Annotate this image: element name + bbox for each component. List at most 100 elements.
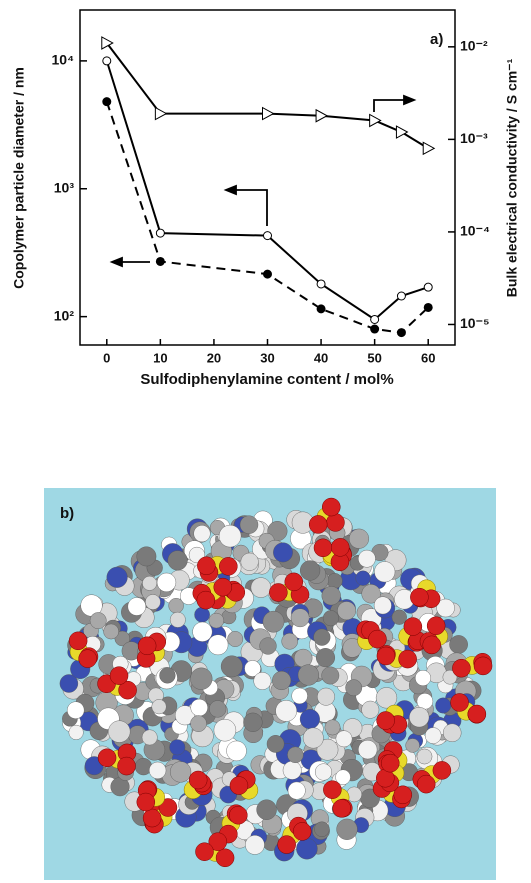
atom — [281, 632, 299, 650]
atom — [405, 738, 420, 753]
atom — [315, 763, 333, 781]
atom — [321, 586, 341, 606]
arrow-head — [403, 94, 417, 106]
oxygen-atom — [68, 631, 88, 651]
arrow — [232, 189, 268, 226]
atom — [127, 597, 147, 616]
atom — [424, 727, 442, 744]
atom — [321, 666, 340, 685]
atom — [361, 700, 380, 719]
atom — [193, 525, 211, 543]
oxygen-atom — [284, 572, 304, 592]
y-tick-label: 10³ — [54, 179, 75, 195]
oxygen-atom — [432, 761, 452, 780]
arrow — [373, 99, 408, 112]
panel-label: a) — [430, 31, 443, 48]
atom — [317, 687, 335, 706]
marker — [369, 113, 382, 128]
oxygen-atom — [136, 792, 156, 812]
marker — [155, 228, 165, 238]
atom — [168, 597, 184, 614]
oxygen-atom — [416, 774, 436, 794]
atom — [169, 611, 186, 628]
atom — [287, 781, 306, 800]
atom — [300, 560, 321, 581]
oxygen-atom — [308, 515, 328, 534]
atom — [227, 631, 244, 647]
atom — [275, 700, 298, 722]
atom — [262, 610, 285, 633]
atom — [190, 667, 213, 690]
atom — [373, 596, 392, 615]
y-tick-label: 10⁴ — [52, 52, 75, 68]
oxygen-atom — [410, 587, 429, 607]
arrow-head — [223, 184, 237, 196]
oxygen-atom — [368, 629, 387, 649]
oxygen-atom — [313, 538, 333, 558]
x-tick-label: 30 — [260, 350, 274, 365]
oxygen-atom — [277, 835, 296, 854]
marker — [316, 304, 326, 314]
atom — [145, 594, 161, 610]
atom — [313, 628, 331, 646]
marker — [263, 231, 272, 241]
atom — [259, 637, 277, 655]
atom — [213, 719, 237, 742]
marker — [154, 106, 168, 121]
atom — [220, 655, 243, 678]
atom — [239, 515, 259, 534]
oxygen-atom — [376, 711, 395, 730]
x-tick-label: 40 — [314, 350, 328, 365]
oxygen-atom — [393, 785, 413, 805]
atom — [226, 740, 247, 762]
marker — [423, 282, 433, 292]
oxygen-atom — [158, 798, 178, 817]
atom — [170, 761, 192, 783]
oxygen-atom — [322, 497, 341, 517]
atom — [316, 648, 336, 668]
oxygen-atom — [118, 680, 137, 700]
atom — [209, 700, 227, 718]
atom — [358, 549, 376, 568]
y2-tick-label: 10⁻² — [460, 38, 488, 54]
y-tick-label: 10² — [54, 307, 75, 323]
atom — [361, 584, 381, 604]
oxygen-atom — [467, 704, 487, 724]
oxygen-atom — [323, 780, 342, 799]
oxygen-atom — [137, 636, 157, 656]
atom — [243, 712, 263, 732]
y2-axis-label: Bulk electrical conductivity / S cm⁻¹ — [504, 58, 520, 297]
oxygen-atom — [450, 693, 469, 712]
x-axis-label: Sulfodiphenylamine content / mol% — [140, 371, 393, 388]
oxygen-atom — [213, 577, 233, 597]
marker — [422, 141, 436, 156]
atom — [349, 528, 370, 549]
oxygen-atom — [97, 748, 117, 768]
atom — [151, 699, 167, 715]
marker — [155, 256, 165, 266]
atom — [114, 630, 131, 647]
atom — [442, 669, 458, 685]
atom — [253, 672, 272, 690]
marker — [423, 302, 433, 312]
atom — [136, 546, 157, 567]
atom — [296, 838, 318, 860]
atom — [190, 698, 208, 717]
atom — [190, 715, 207, 732]
atom — [240, 552, 259, 571]
x-tick-label: 10 — [153, 350, 167, 365]
atom — [449, 635, 468, 654]
atom — [142, 575, 158, 591]
oxygen-atom — [473, 656, 493, 676]
atom — [272, 670, 292, 690]
atom — [59, 674, 79, 693]
oxygen-atom — [109, 666, 129, 685]
atom — [218, 524, 242, 548]
oxygen-atom — [188, 770, 208, 790]
atom — [141, 729, 158, 746]
x-tick-label: 60 — [421, 350, 435, 365]
atom — [244, 660, 261, 677]
atom — [336, 818, 358, 840]
marker — [370, 324, 380, 334]
oxygen-atom — [195, 842, 214, 861]
